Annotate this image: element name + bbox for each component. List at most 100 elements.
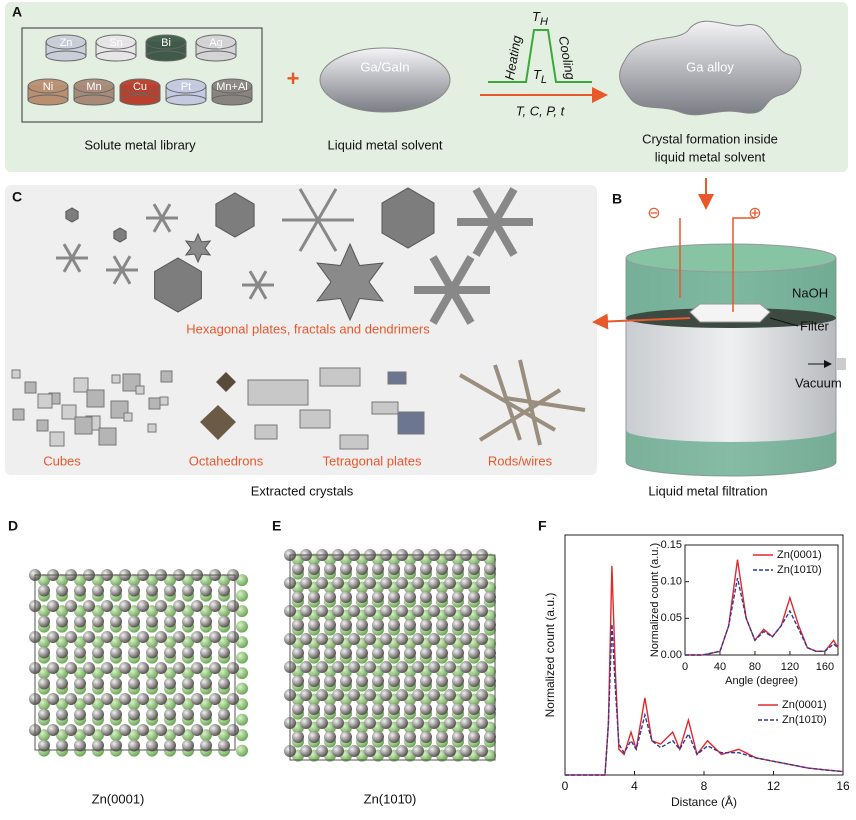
green-atom xyxy=(92,636,104,649)
zn-atom xyxy=(92,584,104,597)
zn-atom xyxy=(119,724,131,736)
zn-atom xyxy=(101,600,113,612)
zn-atom xyxy=(308,591,320,603)
zn-atom xyxy=(484,619,496,631)
temp-profile xyxy=(488,29,592,83)
zn-atom xyxy=(65,662,77,674)
zn-atom xyxy=(452,619,464,631)
zn-atom xyxy=(428,717,440,729)
zn-atom xyxy=(74,677,86,690)
green-atom xyxy=(200,636,212,649)
zn-atom xyxy=(372,647,384,659)
green-atom xyxy=(92,574,104,587)
green-atom xyxy=(38,698,50,711)
t-sub: L xyxy=(541,74,547,86)
panel-label: A xyxy=(12,4,22,20)
cube xyxy=(61,404,77,420)
zn-atom xyxy=(452,647,464,659)
zn-atom xyxy=(356,619,368,631)
zn-atom xyxy=(47,724,59,736)
dendrite xyxy=(256,270,268,286)
x-tick-label: 0 xyxy=(682,661,688,673)
zn-atom xyxy=(182,739,194,752)
zn-atom xyxy=(92,739,104,752)
zn-atom xyxy=(468,675,480,687)
caption: liquid metal solvent xyxy=(655,149,766,164)
zn-atom xyxy=(324,703,336,715)
green-atom xyxy=(236,729,248,742)
green-atom xyxy=(128,574,140,587)
green-atom xyxy=(236,682,248,695)
zn-atom xyxy=(444,717,456,729)
zn-atom xyxy=(460,605,472,617)
zn-atom xyxy=(380,605,392,617)
cylinder-top xyxy=(211,94,253,106)
zn-atom xyxy=(119,662,131,674)
legend-label: Zn(101̄0) xyxy=(777,564,822,576)
zn-atom xyxy=(420,647,432,659)
cylinder-top xyxy=(195,34,237,50)
zn-atom xyxy=(476,661,488,673)
green-atom xyxy=(92,605,104,618)
zn-atom xyxy=(300,661,312,673)
metal-name: Ag xyxy=(209,37,222,49)
green-atom xyxy=(110,636,122,649)
cube xyxy=(24,381,37,394)
x-tick-label: 16 xyxy=(836,779,850,793)
zn-atom xyxy=(356,647,368,659)
zn-atom xyxy=(396,717,408,729)
green-atom xyxy=(128,605,140,618)
zn-atom xyxy=(182,708,194,721)
green-atom xyxy=(218,667,230,680)
zn-atom xyxy=(380,745,392,757)
legend-label: Zn(101̄0) xyxy=(782,714,827,726)
zn-atom xyxy=(484,591,496,603)
zn-atom xyxy=(182,615,194,628)
green-atom xyxy=(74,729,86,742)
zn-atom xyxy=(47,662,59,674)
dendrite xyxy=(472,220,499,257)
zn-atom xyxy=(476,633,488,645)
zn-atom xyxy=(128,739,140,752)
t-low: TL xyxy=(533,67,547,85)
zn-atom xyxy=(364,689,376,701)
green-atom xyxy=(74,605,86,618)
zn-atom xyxy=(74,646,86,659)
zn-atom xyxy=(332,577,344,589)
green-atom xyxy=(92,698,104,711)
lattice-e xyxy=(284,549,496,762)
zn-atom xyxy=(436,563,448,575)
green-atom xyxy=(128,667,140,680)
zn-atom xyxy=(164,646,176,659)
cylinder-top xyxy=(195,50,237,62)
zn-atom xyxy=(227,600,239,612)
zn-atom xyxy=(396,661,408,673)
caption: Crystal formation inside xyxy=(642,131,778,146)
y-tick-label: 0.10 xyxy=(661,576,682,588)
zn-atom xyxy=(101,662,113,674)
zn-atom xyxy=(209,631,221,643)
zn-atom xyxy=(308,731,320,743)
cylinder-top xyxy=(27,78,69,94)
zn-atom xyxy=(420,563,432,575)
zn-atom xyxy=(191,600,203,612)
green-atom xyxy=(236,605,248,618)
zn-atom xyxy=(436,675,448,687)
zn-atom xyxy=(428,605,440,617)
x-tick-label: 8 xyxy=(701,779,708,793)
zn-atom xyxy=(92,708,104,721)
green-atom xyxy=(236,636,248,649)
cube xyxy=(147,423,157,433)
zn-atom xyxy=(164,584,176,597)
zn-atom xyxy=(444,745,456,757)
dendrite xyxy=(316,219,338,252)
zn-atom xyxy=(218,615,230,628)
dendrite xyxy=(298,219,320,252)
zn-atom xyxy=(300,633,312,645)
zn-atom xyxy=(227,693,239,705)
zn-atom xyxy=(404,703,416,715)
hex-plate xyxy=(113,227,127,243)
green-atom xyxy=(164,636,176,649)
cube xyxy=(74,416,93,435)
zn-atom xyxy=(83,693,95,705)
